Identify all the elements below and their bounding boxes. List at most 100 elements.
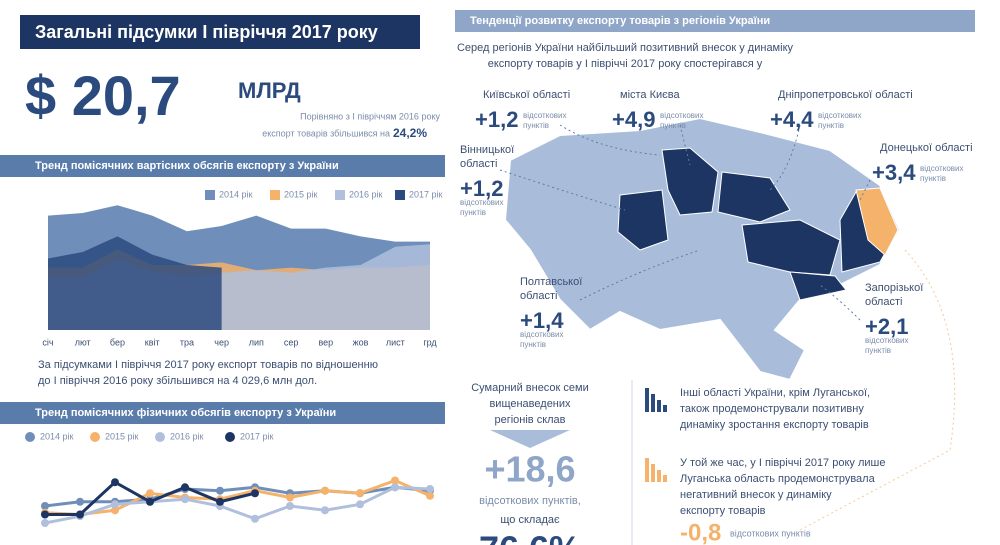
point — [321, 506, 329, 515]
point — [286, 493, 294, 502]
luhansk-text: Луганська область продемонструвала — [680, 473, 876, 485]
legend-label: 2015 рік — [284, 189, 318, 199]
point — [41, 519, 49, 527]
leader-line — [799, 249, 956, 531]
region-unit: відсоткових — [460, 198, 503, 207]
region-name: Київської області — [483, 89, 570, 101]
total-value: +18,6 — [484, 449, 575, 490]
region-value: +1,2 — [460, 176, 503, 201]
leader-line — [499, 124, 871, 321]
x-tick-label: чер — [214, 337, 229, 347]
region-name: Запорізької — [865, 282, 923, 294]
x-tick-label: вер — [318, 337, 333, 347]
luhansk-text: негативний внесок у динаміку — [680, 489, 832, 501]
arrow — [490, 430, 570, 448]
note: експорт товарів збільшився на — [262, 128, 390, 138]
luhansk-text: експорту товарів — [680, 505, 766, 517]
region-unit: відсоткових — [660, 111, 703, 120]
total-text: регіонів склав — [494, 414, 565, 426]
region-name: області — [520, 290, 557, 302]
region — [661, 147, 719, 216]
intro: експорту товарів у І півріччі 2017 року … — [488, 58, 763, 70]
x-tick-label: сер — [284, 337, 299, 347]
point — [216, 497, 224, 506]
point — [111, 478, 119, 487]
point — [251, 489, 259, 498]
point — [356, 500, 364, 509]
region — [855, 187, 899, 256]
legend-dot — [225, 432, 235, 442]
x-tick-label: квіт — [145, 337, 160, 347]
region-name: Вінницької — [460, 144, 514, 156]
x-tick-label: лист — [386, 337, 405, 347]
x-tick-label: лип — [249, 337, 264, 347]
others-text: динаміку зростання експорту товарів — [680, 419, 869, 431]
point — [356, 489, 364, 498]
point — [216, 486, 224, 495]
growth: 24,2% — [393, 126, 427, 140]
region-value: +1,2 — [475, 107, 518, 132]
total-share: 76,6% — [479, 529, 581, 545]
amount-unit: МЛРД — [238, 78, 301, 103]
country — [503, 116, 902, 382]
legend-label: 2016 рік — [349, 189, 383, 199]
region-value: +3,4 — [872, 160, 916, 185]
luhansk-unit: відсоткових пунктів — [730, 528, 811, 538]
point — [181, 495, 189, 504]
legend-label: 2014 рік — [219, 189, 253, 199]
region-value: +4,9 — [612, 107, 655, 132]
region-name: Дніпропетровської області — [778, 89, 913, 101]
luhansk-text: У той же час, у І півріччі 2017 року лиш… — [680, 457, 885, 469]
total-text: Сумарний внесок семи — [471, 382, 589, 394]
point — [181, 483, 189, 492]
region-value: +2,1 — [865, 314, 908, 339]
luhansk-value: -0,8 — [680, 519, 721, 545]
summary: За підсумками І півріччя 2017 року експо… — [38, 359, 378, 371]
region-value: +1,4 — [520, 308, 564, 333]
region-unit: пунктів — [523, 121, 549, 130]
section-bar — [455, 10, 975, 32]
series-line — [44, 478, 431, 517]
legend-label: 2016 рік — [170, 431, 204, 441]
region-name: області — [460, 158, 497, 170]
point — [286, 502, 294, 510]
point — [391, 483, 399, 492]
x-tick-label: жов — [353, 337, 369, 347]
region-unit: відсоткових — [523, 111, 566, 120]
legend-label: 2017 рік — [240, 431, 274, 441]
others-text: також продемонстрували позитивну — [680, 403, 864, 415]
legend-swatch — [270, 190, 280, 200]
legend-swatch — [395, 190, 405, 200]
x-tick-label: лют — [75, 337, 91, 347]
point — [76, 497, 84, 506]
point — [41, 510, 49, 519]
region — [741, 219, 841, 276]
region — [617, 189, 669, 251]
amount: $ 20,7 — [25, 64, 181, 127]
region-unit: відсоткових — [818, 111, 861, 120]
legend-swatch — [335, 190, 345, 200]
region-unit: пунктів — [920, 174, 946, 183]
region-value: +4,4 — [770, 107, 814, 132]
region-unit: пунктів — [520, 340, 546, 349]
point — [251, 514, 259, 523]
chart-title: Тренд помісячних фізичних обсягів експор… — [35, 407, 336, 419]
total-unit: відсоткових пунктів, — [479, 495, 581, 507]
area — [48, 236, 222, 330]
icon — [645, 458, 667, 482]
section-bar — [0, 155, 445, 177]
region — [789, 271, 847, 301]
region-name: міста Києва — [620, 89, 680, 101]
legend-dot — [25, 432, 35, 442]
point — [321, 486, 329, 495]
region-unit: пунктів — [865, 346, 891, 355]
total-text: вищенаведених — [489, 398, 571, 410]
point — [391, 476, 399, 485]
section-bar — [0, 402, 445, 424]
x-tick-label: січ — [42, 337, 53, 347]
icon — [645, 388, 667, 412]
legend-label: 2015 рік — [105, 431, 139, 441]
x-tick-label: бер — [110, 337, 125, 347]
title-bar — [20, 15, 420, 49]
